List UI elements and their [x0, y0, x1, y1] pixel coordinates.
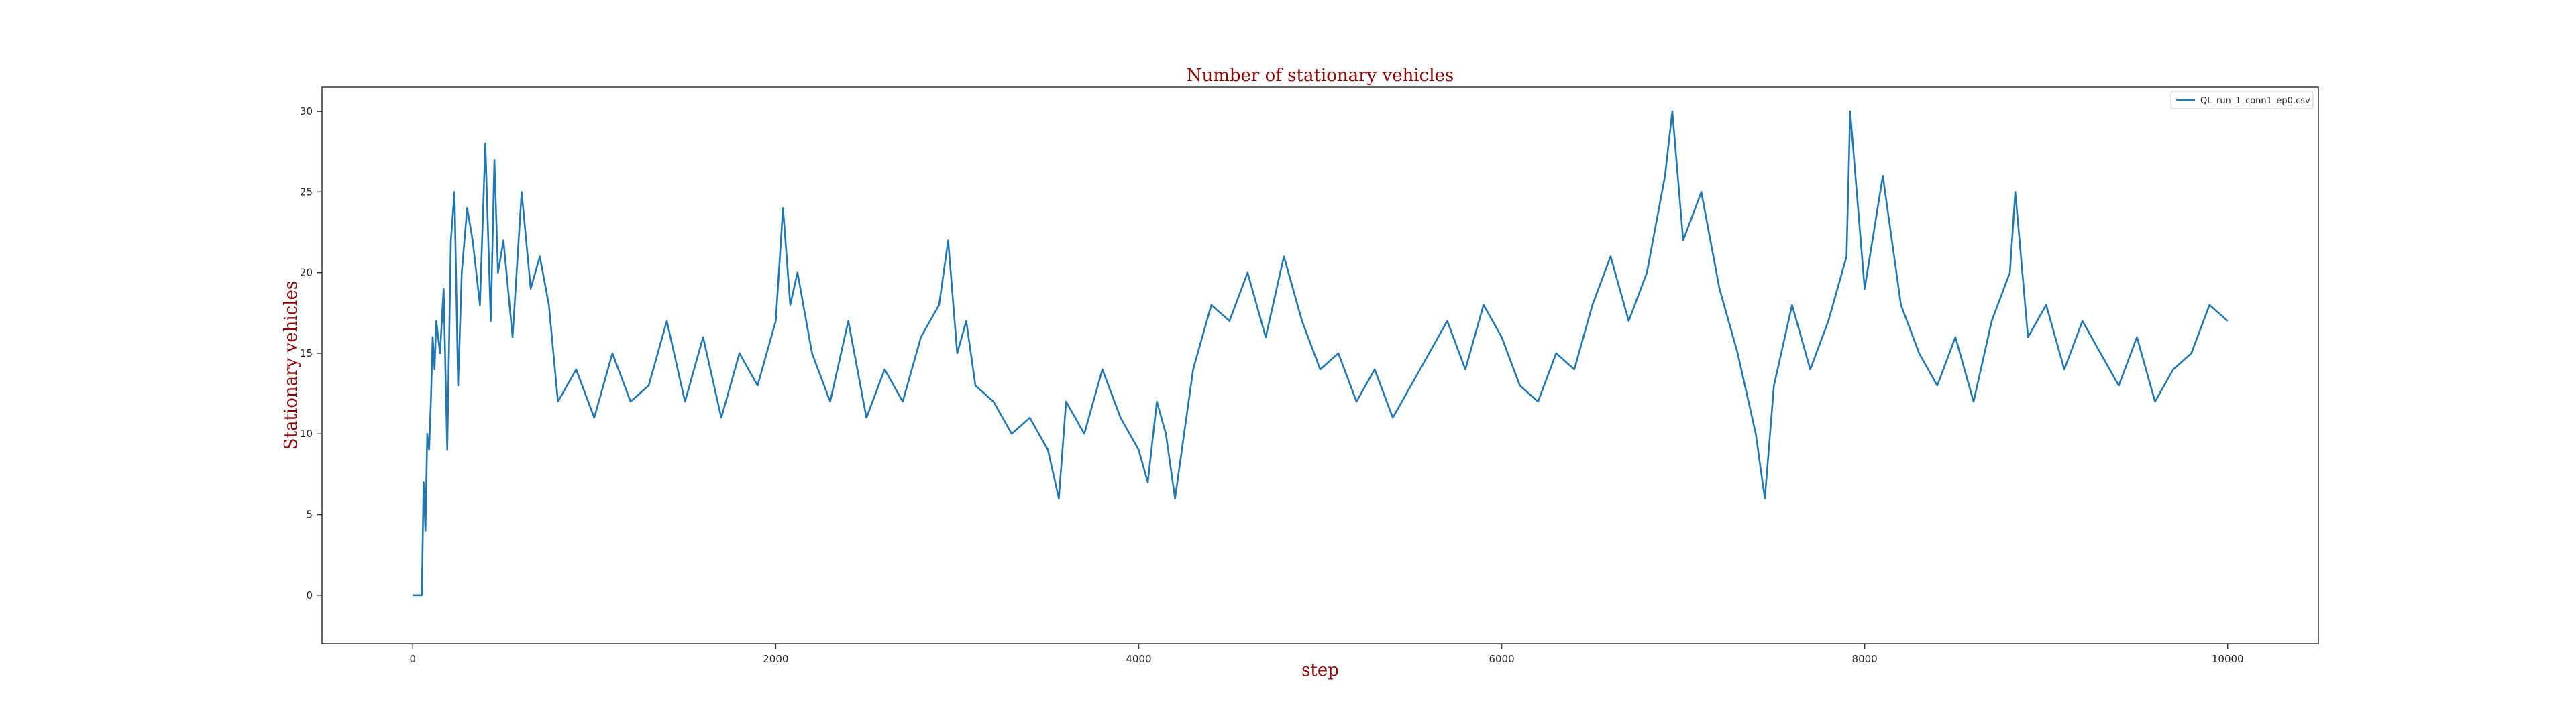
y-tick-label: 20: [300, 267, 313, 279]
chart-title: Number of stationary vehicles: [1187, 66, 1454, 86]
x-axis: 0 2000 4000 6000 8000 10000: [409, 644, 2244, 665]
legend-entry: QL_run_1_conn1_ep0.csv: [2200, 96, 2310, 106]
x-axis-label: step: [1301, 660, 1339, 680]
series-line: [413, 110, 2229, 597]
legend-box: [2170, 90, 2314, 109]
x-tick-label: 0: [409, 653, 416, 665]
y-axis-label: Stationary vehicles: [281, 281, 301, 450]
x-tick-label: 4000: [1126, 653, 1151, 665]
y-axis: 0 5 10 15 20 25 30: [300, 105, 322, 601]
legend: QL_run_1_conn1_ep0.csv: [2170, 90, 2314, 109]
y-tick-label: 10: [300, 428, 313, 440]
x-tick-label: 2000: [763, 653, 788, 665]
x-tick-label: 10000: [2212, 653, 2244, 665]
y-tick-label: 0: [306, 589, 313, 601]
y-tick-label: 25: [300, 186, 313, 198]
x-tick-label: 8000: [1852, 653, 1878, 665]
x-tick-label: 6000: [1489, 653, 1514, 665]
y-tick-label: 5: [306, 509, 313, 521]
y-tick-label: 15: [300, 347, 313, 359]
y-tick-label: 30: [300, 105, 313, 117]
plot-area: [321, 86, 2319, 644]
